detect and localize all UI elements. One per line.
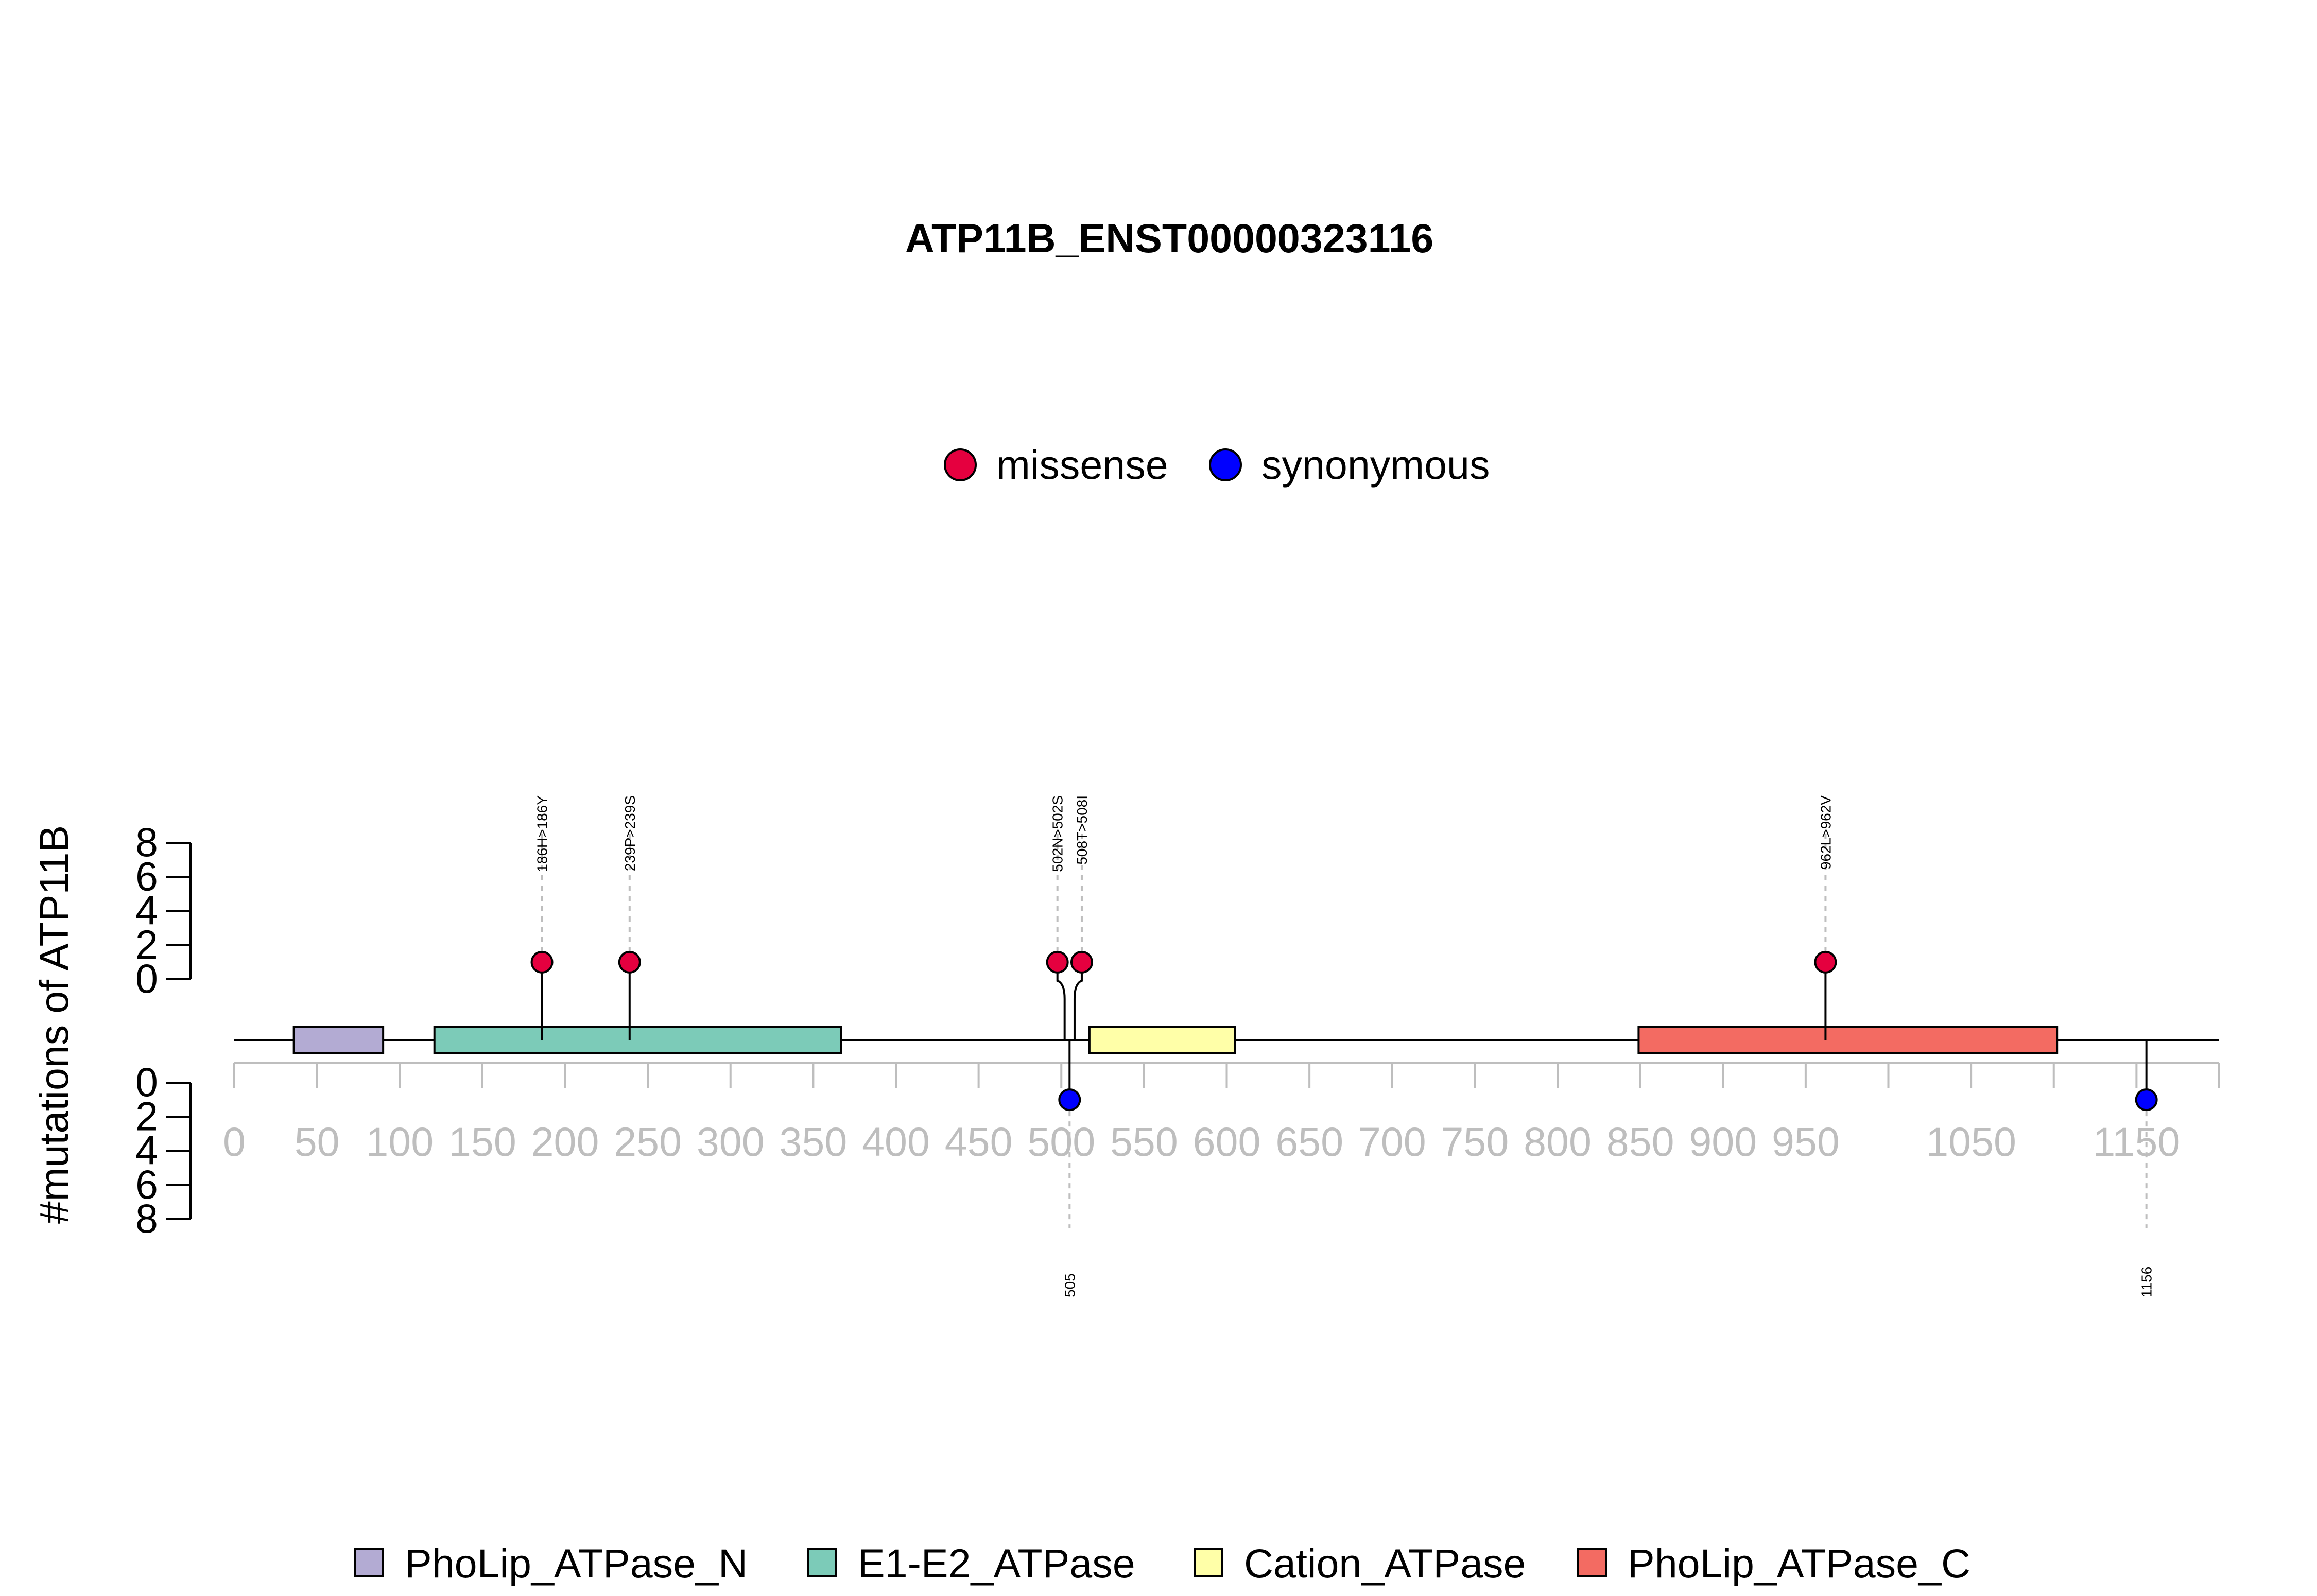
y-tick-label-lower: 2 — [135, 1093, 158, 1139]
x-tick-label: 50 — [295, 1119, 340, 1165]
x-tick-label: 200 — [531, 1119, 599, 1165]
x-tick-label: 1050 — [1926, 1119, 2016, 1165]
x-tick-label: 850 — [1606, 1119, 1674, 1165]
mutation-label: 186H>186Y — [534, 795, 550, 872]
y-tick-label-lower: 8 — [135, 1195, 158, 1241]
x-tick-label: 950 — [1772, 1119, 1840, 1165]
x-tick-label: 400 — [862, 1119, 930, 1165]
x-tick-label: 250 — [614, 1119, 682, 1165]
x-tick-label: 100 — [366, 1119, 434, 1165]
mutation-marker — [1070, 950, 1093, 974]
x-tick-label: 550 — [1110, 1119, 1178, 1165]
y-axis-label: #mutations of ATP11B — [31, 825, 77, 1224]
x-tick-label: 750 — [1441, 1119, 1509, 1165]
y-tick-label-lower: 6 — [135, 1161, 158, 1207]
x-tick-label: 150 — [448, 1119, 516, 1165]
domain-box — [1637, 1026, 2059, 1054]
x-tick-label: 0 — [223, 1119, 246, 1165]
mutation-marker — [1046, 950, 1069, 974]
mutation-legend: missense synonymous — [944, 442, 1490, 488]
legend-label: PhoLip_ATPase_C — [1628, 1540, 1970, 1586]
y-tick-label-upper: 8 — [135, 819, 158, 865]
legend-marker-synonymous — [1209, 448, 1242, 481]
mutation-marker — [618, 950, 641, 974]
mutation-marker — [530, 950, 554, 974]
x-axis: 0 50 100 150 200 250 300 350 400 450 500 550 600 650 7… — [223, 1062, 2220, 1165]
x-tick-label: 650 — [1275, 1119, 1343, 1165]
mutation-label: 962L>962V — [1818, 795, 1834, 870]
legend-label: E1-E2_ATPase — [858, 1540, 1135, 1586]
legend-label: PhoLip_ATPase_N — [405, 1540, 748, 1586]
legend-label-synonymous: synonymous — [1261, 442, 1490, 488]
legend-marker-missense — [944, 448, 977, 481]
x-tick-label: 300 — [697, 1119, 765, 1165]
mutation-label: 1156 — [2139, 1267, 2155, 1297]
legend-swatch — [1577, 1548, 1607, 1577]
mutation-stem — [1056, 962, 1066, 1040]
x-tick-label: 500 — [1027, 1119, 1095, 1165]
x-tick-label: 350 — [779, 1119, 847, 1165]
mutation-marker — [1058, 1088, 1081, 1112]
mutation-stem — [1073, 962, 1083, 1040]
mutation-label: 508T>508I — [1074, 795, 1090, 865]
y-tick-label-upper: 2 — [135, 922, 158, 967]
x-tick-label: 800 — [1524, 1119, 1592, 1165]
domain-box — [292, 1026, 385, 1054]
mutations-below: 505 1156 — [1058, 1040, 2158, 1297]
mutation-label: 239P>239S — [622, 795, 638, 871]
y-tick-label-lower: 0 — [135, 1059, 158, 1105]
legend-label: Cation_ATPase — [1244, 1540, 1526, 1586]
x-tick-label: 1150 — [2093, 1119, 2180, 1165]
y-tick-label-upper: 4 — [135, 888, 158, 933]
y-tick-label-upper: 6 — [135, 853, 158, 899]
chart-title: ATP11B_ENST00000323116 — [905, 215, 1433, 261]
legend-swatch — [807, 1548, 837, 1577]
domain-legend: PhoLip_ATPase_N E1-E2_ATPase Cation_ATPase… — [354, 1540, 1970, 1586]
mutation-marker — [2135, 1088, 2158, 1112]
x-tick-label: 700 — [1358, 1119, 1426, 1165]
y-tick-label-lower: 4 — [135, 1127, 158, 1173]
legend-swatch — [1194, 1548, 1223, 1577]
legend-label-missense: missense — [996, 442, 1168, 488]
legend-swatch — [354, 1548, 384, 1577]
domain-box — [1088, 1026, 1236, 1054]
x-tick-label: 900 — [1689, 1119, 1757, 1165]
y-tick-label-upper: 0 — [135, 956, 158, 1001]
domain-boxes — [292, 1026, 2059, 1054]
mutation-label: 505 — [1062, 1273, 1078, 1297]
domain-box — [433, 1026, 842, 1054]
mutations-above: 186H>186Y 239P>239S 502N>502S 508T>508I 962L… — [530, 795, 1837, 1040]
x-tick-label: 600 — [1193, 1119, 1261, 1165]
x-tick-label: 450 — [945, 1119, 1013, 1165]
mutation-label: 502N>502S — [1050, 795, 1066, 872]
mutation-marker — [1814, 950, 1837, 974]
